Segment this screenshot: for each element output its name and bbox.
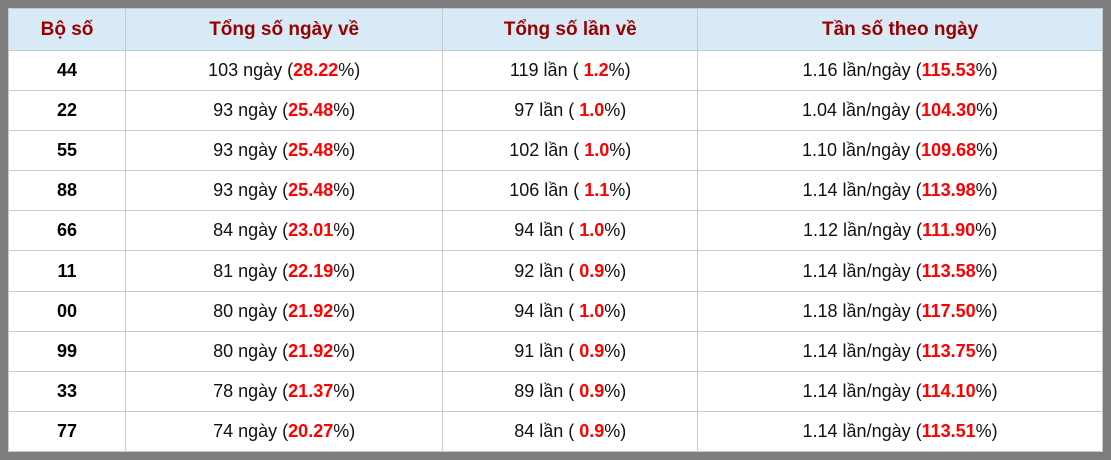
total-times-cell: 106 lần ( 1.1%): [442, 170, 699, 212]
total-days-cell: 93 ngày (25.48%): [125, 170, 444, 212]
pair-number: 88: [7, 170, 127, 212]
percent-highlight: 109.68: [921, 140, 977, 161]
percent-highlight: 21.92: [288, 300, 334, 321]
total-times-cell: 102 lần ( 1.0%): [442, 130, 699, 172]
frequency-cell: 1.18 lần/ngày (117.50%): [697, 290, 1103, 332]
percent-highlight: 113.51: [921, 420, 976, 441]
total-times-cell: 89 lần ( 0.9%): [442, 370, 699, 412]
pair-number: 33: [7, 370, 127, 412]
percent-highlight: 113.75: [921, 340, 976, 361]
percent-highlight: 25.48: [288, 180, 334, 201]
table-header: Bộ số Tổng số ngày về Tổng số lần về Tần…: [7, 8, 1103, 51]
total-times-cell: 84 lần ( 0.9%): [442, 410, 699, 453]
frequency-cell: 1.14 lần/ngày (114.10%): [697, 370, 1103, 412]
percent-highlight: 21.37: [288, 380, 334, 401]
percent-highlight: 0.9: [579, 420, 605, 441]
total-days-cell: 84 ngày (23.01%): [125, 210, 444, 252]
total-days-cell: 80 ngày (21.92%): [125, 330, 444, 372]
pair-number: 77: [7, 410, 127, 453]
percent-highlight: 117.50: [921, 300, 976, 321]
percent-highlight: 114.10: [921, 380, 976, 401]
percent-highlight: 0.9: [579, 340, 605, 361]
table-body: 44 103 ngày (28.22%) 119 lần ( 1.2%) 1.16 l…: [7, 49, 1103, 453]
total-days-cell: 80 ngày (21.92%): [125, 290, 444, 332]
percent-highlight: 1.0: [579, 220, 605, 241]
frequency-cell: 1.12 lần/ngày (111.90%): [697, 210, 1103, 252]
table-row: 88 93 ngày (25.48%) 106 lần ( 1.1%) 1.14 lầ…: [7, 170, 1103, 212]
percent-highlight: 111.90: [922, 220, 976, 241]
percent-highlight: 1.0: [584, 140, 610, 161]
total-days-cell: 93 ngày (25.48%): [125, 90, 444, 132]
percent-highlight: 25.48: [288, 140, 334, 161]
table-row: 33 78 ngày (21.37%) 89 lần ( 0.9%) 1.14 lần…: [7, 370, 1103, 412]
pair-number: 11: [7, 250, 127, 292]
total-days-cell: 74 ngày (20.27%): [125, 410, 444, 453]
frequency-cell: 1.14 lần/ngày (113.51%): [697, 410, 1103, 453]
percent-highlight: 28.22: [293, 60, 339, 81]
table-row: 99 80 ngày (21.92%) 91 lần ( 0.9%) 1.14 lần…: [7, 330, 1103, 372]
percent-highlight: 20.27: [288, 420, 334, 441]
table-row: 44 103 ngày (28.22%) 119 lần ( 1.2%) 1.16 l…: [7, 49, 1103, 92]
total-days-cell: 81 ngày (22.19%): [125, 250, 444, 292]
percent-highlight: 1.2: [583, 60, 609, 81]
percent-highlight: 113.98: [921, 180, 976, 201]
table-row: 22 93 ngày (25.48%) 97 lần ( 1.0%) 1.04 lần…: [7, 90, 1103, 132]
total-days-cell: 78 ngày (21.37%): [125, 370, 444, 412]
total-times-cell: 92 lần ( 0.9%): [442, 250, 699, 292]
percent-highlight: 25.48: [288, 100, 334, 121]
total-times-cell: 91 lần ( 0.9%): [442, 330, 699, 372]
percent-highlight: 1.0: [579, 100, 605, 121]
percent-highlight: 1.1: [584, 180, 610, 201]
table-row: 00 80 ngày (21.92%) 94 lần ( 1.0%) 1.18 lần…: [7, 290, 1103, 332]
frequency-cell: 1.16 lần/ngày (115.53%): [697, 49, 1103, 92]
pair-number: 00: [7, 290, 127, 332]
pair-number: 55: [7, 130, 127, 172]
percent-highlight: 1.0: [579, 300, 605, 321]
pair-number: 22: [7, 90, 127, 132]
total-times-cell: 94 lần ( 1.0%): [442, 290, 699, 332]
percent-highlight: 0.9: [579, 260, 605, 281]
percent-highlight: 22.19: [288, 260, 334, 281]
frequency-cell: 1.14 lần/ngày (113.75%): [697, 330, 1103, 372]
percent-highlight: 113.58: [921, 260, 976, 281]
frequency-cell: 1.14 lần/ngày (113.58%): [697, 250, 1103, 292]
pair-number: 99: [7, 330, 127, 372]
percent-highlight: 21.92: [288, 340, 334, 361]
table-row: 77 74 ngày (20.27%) 84 lần ( 0.9%) 1.14 lần…: [7, 410, 1103, 453]
header-total-days: Tổng số ngày về: [125, 8, 444, 51]
lottery-pair-stats-table: Bộ số Tổng số ngày về Tổng số lần về Tần…: [7, 8, 1103, 453]
pair-number: 66: [7, 210, 127, 252]
header-row: Bộ số Tổng số ngày về Tổng số lần về Tần…: [7, 8, 1103, 51]
header-frequency: Tần số theo ngày: [697, 8, 1103, 51]
total-times-cell: 97 lần ( 1.0%): [442, 90, 699, 132]
header-total-times: Tổng số lần về: [442, 8, 699, 51]
total-times-cell: 119 lần ( 1.2%): [442, 49, 699, 92]
percent-highlight: 0.9: [579, 380, 605, 401]
total-times-cell: 94 lần ( 1.0%): [442, 210, 699, 252]
pair-number: 44: [7, 49, 127, 92]
total-days-cell: 103 ngày (28.22%): [125, 49, 444, 92]
table-row: 11 81 ngày (22.19%) 92 lần ( 0.9%) 1.14 lần…: [7, 250, 1103, 292]
frequency-cell: 1.10 lần/ngày (109.68%): [697, 130, 1103, 172]
frequency-cell: 1.04 lần/ngày (104.30%): [697, 90, 1103, 132]
total-days-cell: 93 ngày (25.48%): [125, 130, 444, 172]
percent-highlight: 115.53: [921, 60, 976, 81]
percent-highlight: 23.01: [288, 220, 334, 241]
percent-highlight: 104.30: [921, 100, 977, 121]
frequency-cell: 1.14 lần/ngày (113.98%): [697, 170, 1103, 212]
header-pair: Bộ số: [7, 8, 127, 51]
table-row: 66 84 ngày (23.01%) 94 lần ( 1.0%) 1.12 lần…: [7, 210, 1103, 252]
table-row: 55 93 ngày (25.48%) 102 lần ( 1.0%) 1.10 lầ…: [7, 130, 1103, 172]
